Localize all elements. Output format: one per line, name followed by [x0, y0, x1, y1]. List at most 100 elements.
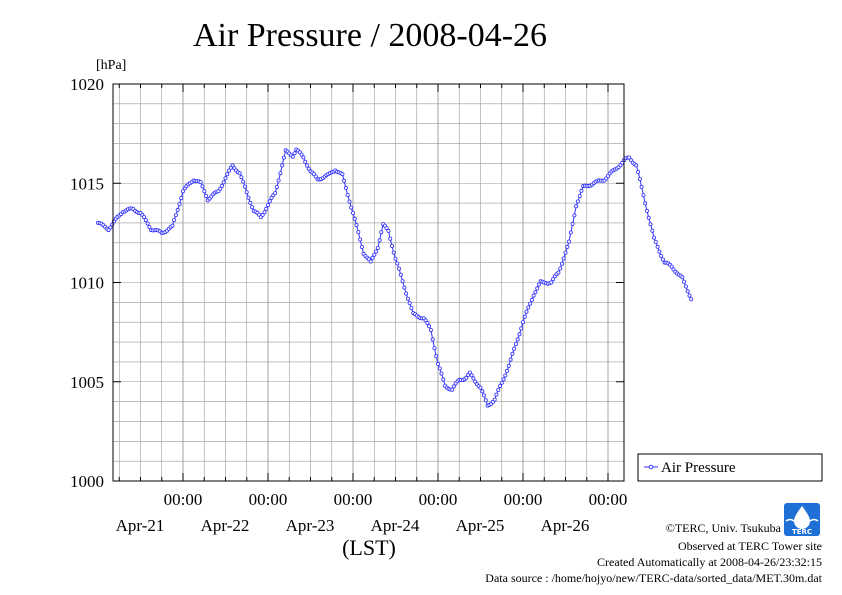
- x-tick-time-label: 00:00: [164, 490, 203, 509]
- data-point: [483, 398, 488, 403]
- data-point: [349, 205, 354, 210]
- data-point: [565, 244, 570, 249]
- data-point: [405, 296, 410, 301]
- data-point: [646, 215, 651, 220]
- created-text: Created Automatically at 2008-04-26/23:3…: [597, 555, 822, 569]
- data-point: [473, 379, 478, 384]
- data-point: [575, 199, 580, 204]
- source-text: Data source : /home/hojyo/new/TERC-data/…: [485, 571, 822, 585]
- data-point: [669, 264, 674, 269]
- data-point: [203, 193, 208, 198]
- data-point: [356, 229, 361, 234]
- data-point: [170, 223, 175, 228]
- y-tick-label: 1000: [70, 472, 104, 491]
- copyright-text: ©TERC, Univ. Tsukuba: [666, 521, 782, 535]
- data-point: [106, 228, 111, 233]
- data-point: [230, 163, 235, 168]
- data-point: [434, 354, 439, 359]
- data-point: [572, 213, 577, 218]
- data-point: [281, 155, 286, 160]
- data-point: [574, 204, 579, 209]
- data-point: [313, 174, 318, 179]
- y-tick-label: 1020: [70, 75, 104, 94]
- series-air-pressure: [96, 147, 694, 408]
- data-point: [687, 293, 692, 298]
- plot-frame: [112, 83, 625, 482]
- y-axis-unit: [hPa]: [96, 58, 126, 73]
- data-point: [388, 236, 393, 241]
- data-point: [568, 230, 573, 235]
- data-point: [435, 361, 440, 366]
- data-point: [368, 259, 373, 264]
- data-point: [147, 225, 152, 230]
- data-point: [450, 387, 455, 392]
- legend-box: [637, 453, 823, 482]
- data-point: [179, 195, 184, 200]
- data-point: [510, 351, 515, 356]
- data-point: [467, 370, 472, 375]
- data-point: [680, 275, 685, 280]
- data-point: [386, 228, 391, 233]
- data-point: [350, 210, 355, 215]
- y-tick-label: 1005: [70, 373, 104, 392]
- x-tick-labels: 00:00 Apr-21 00:00 Apr-22 00:00 Apr-23 00:00 Ap…: [116, 490, 628, 535]
- data-point: [428, 328, 433, 333]
- data-point: [503, 373, 508, 378]
- legend-marker: [648, 464, 654, 470]
- data-point: [451, 384, 456, 389]
- legend: Air Pressure: [637, 453, 823, 482]
- data-point: [560, 261, 565, 266]
- data-point: [306, 166, 311, 171]
- data-point: [682, 279, 687, 284]
- data-point: [469, 373, 474, 378]
- data-point: [531, 293, 536, 298]
- data-point: [492, 397, 497, 402]
- x-tick-date-label: Apr-21: [116, 516, 165, 535]
- data-point: [145, 221, 150, 226]
- x-tick-date-label: Apr-23: [286, 516, 335, 535]
- data-point: [375, 245, 380, 250]
- x-tick-time-label: 00:00: [249, 490, 288, 509]
- data-point: [480, 389, 485, 394]
- data-point: [660, 257, 665, 262]
- data-point: [248, 200, 253, 205]
- data-point: [464, 375, 469, 380]
- data-point: [391, 250, 396, 255]
- data-point: [372, 252, 377, 257]
- y-tick-labels: 1000 1005 1010 1015 1020: [70, 75, 104, 491]
- data-point: [292, 151, 297, 156]
- data-point: [522, 314, 527, 319]
- data-point: [345, 192, 350, 197]
- terc-logo: TERC: [784, 503, 820, 536]
- data-point: [264, 206, 269, 211]
- x-tick-time-label: 00:00: [589, 490, 628, 509]
- data-point: [441, 377, 446, 382]
- data-point: [501, 377, 506, 382]
- data-point: [496, 387, 501, 392]
- data-point: [652, 235, 657, 240]
- data-point: [108, 225, 113, 230]
- y-tick-label: 1010: [70, 274, 104, 293]
- grid-lines: [113, 84, 624, 481]
- data-point: [437, 366, 442, 371]
- data-point: [219, 183, 224, 188]
- data-point: [343, 185, 348, 190]
- data-point: [657, 249, 662, 254]
- data-point: [280, 163, 285, 168]
- data-point: [404, 291, 409, 296]
- data-point: [643, 201, 648, 206]
- data-point: [239, 175, 244, 180]
- data-point: [352, 216, 357, 221]
- data-point: [570, 221, 575, 226]
- data-point: [223, 176, 228, 181]
- data-point: [634, 163, 639, 168]
- data-point: [342, 178, 347, 183]
- data-point: [173, 212, 178, 217]
- observed-text: Observed at TERC Tower site: [678, 539, 822, 553]
- data-point: [273, 191, 278, 196]
- x-tick-time-label: 00:00: [419, 490, 458, 509]
- data-point: [425, 320, 430, 325]
- data-point: [354, 223, 359, 228]
- data-point: [508, 357, 513, 362]
- data-point: [358, 237, 363, 242]
